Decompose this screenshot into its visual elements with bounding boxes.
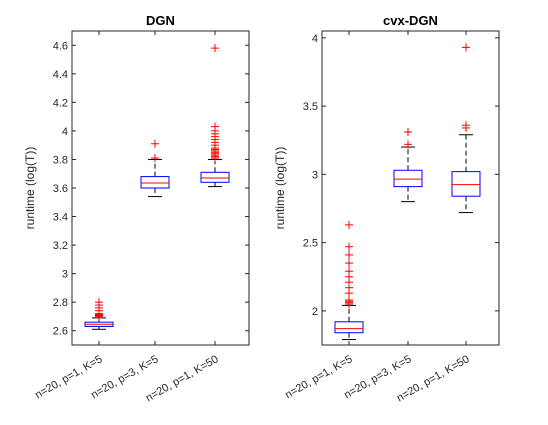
y-tick-label: 2 [312, 306, 318, 318]
y-tick-label: 2.8 [53, 297, 68, 309]
y-tick-label: 3.8 [53, 154, 68, 166]
box-2 [140, 139, 170, 198]
outlier-point [95, 298, 103, 307]
y-tick-label: 2.5 [303, 238, 318, 250]
y-tick-label: 4.2 [53, 97, 68, 109]
box-iqr [140, 176, 170, 189]
y-axis-label: runtime (log(T)) [273, 147, 287, 230]
outlier-point [404, 128, 412, 137]
outlier-point [345, 267, 353, 276]
outlier-point [151, 154, 159, 163]
y-tick-label: 3 [62, 269, 68, 281]
box-3 [200, 44, 230, 188]
outlier-point [345, 295, 353, 304]
box-iqr [200, 171, 230, 183]
chart-title: DGN [146, 13, 175, 28]
box-iqr [393, 169, 423, 188]
y-tick-label: 3.5 [303, 101, 318, 113]
outlier-point [345, 250, 353, 259]
box-1 [334, 220, 364, 341]
y-tick-label: 4.6 [53, 40, 68, 52]
y-tick-label: 3 [312, 169, 318, 181]
box-iqr [451, 171, 481, 197]
outlier-point [462, 43, 470, 52]
y-tick-label: 4.4 [53, 69, 68, 81]
box-1 [84, 298, 114, 330]
outlier-point [151, 139, 159, 148]
outlier-point [404, 140, 412, 149]
outlier-point [211, 44, 219, 53]
chart-panel-1: DGN runtime (log(T)) 2.6 2.8 3 3.2 3.4 3.6 3.8 4 4… [23, 13, 250, 404]
y-tick-label: 4 [62, 126, 68, 138]
outlier-point [345, 242, 353, 251]
outlier-point [462, 121, 470, 130]
chart-title: cvx-DGN [383, 13, 438, 28]
box-iqr [334, 321, 364, 334]
box-3 [451, 43, 481, 214]
y-tick-label: 2.6 [53, 326, 68, 338]
y-tick-label: 3.4 [53, 212, 68, 224]
outlier-point [345, 259, 353, 268]
y-tick-label: 4 [312, 33, 318, 45]
y-axis-label: runtime (log(T)) [23, 147, 37, 230]
outlier-point [345, 220, 353, 229]
outlier-point [211, 122, 219, 131]
y-tick-label: 3.6 [53, 183, 68, 195]
y-tick-label: 3.2 [53, 240, 68, 252]
box-2 [393, 128, 423, 203]
